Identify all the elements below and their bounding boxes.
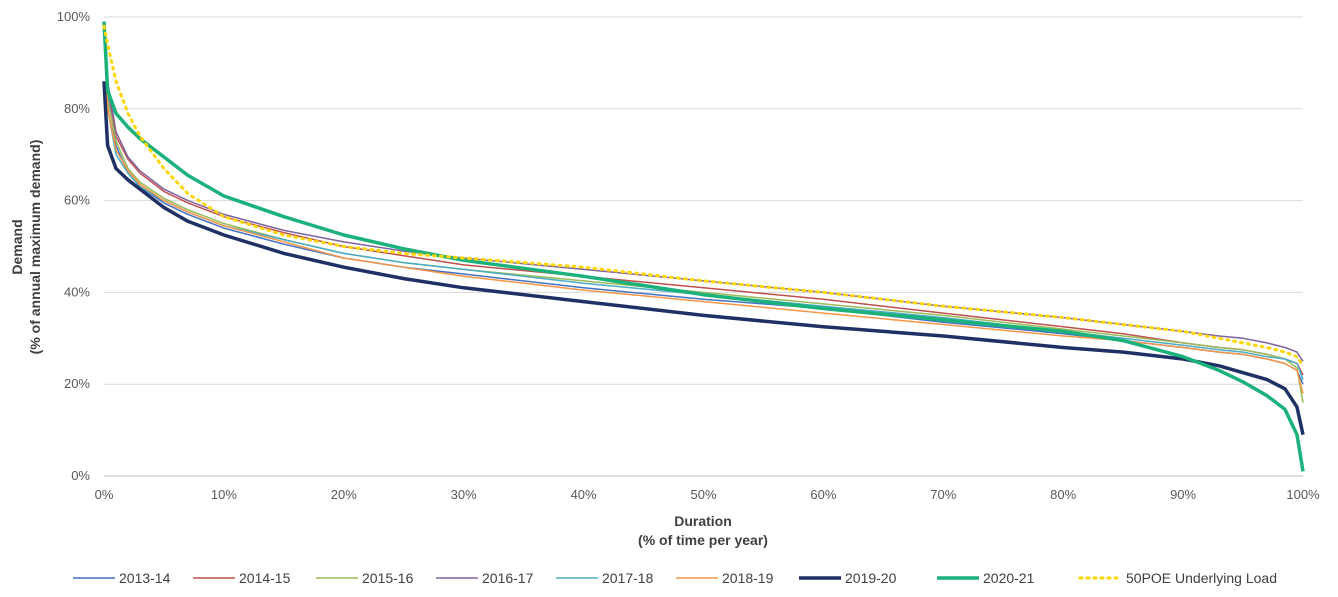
x-tick-label: 10% bbox=[211, 487, 237, 502]
series-line-2017-18 bbox=[103, 30, 1304, 380]
x-tick-label: 100% bbox=[1286, 487, 1320, 502]
series-line-2019-20 bbox=[102, 81, 1305, 436]
legend-label: 2014-15 bbox=[239, 570, 291, 586]
x-tick-label: 30% bbox=[451, 487, 477, 502]
y-tick-label: 60% bbox=[64, 193, 90, 208]
x-axis-title-line2: (% of time per year) bbox=[638, 532, 768, 548]
x-tick-label: 70% bbox=[930, 487, 956, 502]
y-axis-title-line1: Demand bbox=[9, 219, 25, 274]
legend-label: 2020-21 bbox=[983, 570, 1035, 586]
legend-label: 2017-18 bbox=[602, 570, 654, 586]
legend-label: 2018-19 bbox=[722, 570, 774, 586]
y-tick-label: 80% bbox=[64, 101, 90, 116]
y-tick-label: 20% bbox=[64, 376, 90, 391]
legend-label: 2016-17 bbox=[482, 570, 534, 586]
y-axis-title-line2: (% of annual maximum demand) bbox=[27, 140, 43, 355]
y-tick-label: 0% bbox=[71, 468, 90, 483]
y-axis-title: Demand (% of annual maximum demand) bbox=[9, 140, 43, 355]
series-line-2013-14 bbox=[103, 30, 1304, 385]
x-axis-title-line1: Duration bbox=[674, 513, 732, 529]
x-tick-label: 0% bbox=[95, 487, 114, 502]
x-tick-label: 60% bbox=[810, 487, 836, 502]
legend-label: 2019-20 bbox=[845, 570, 897, 586]
x-tick-label: 80% bbox=[1050, 487, 1076, 502]
series-line-2016-17 bbox=[103, 30, 1304, 362]
series-line-2018-19 bbox=[103, 35, 1304, 394]
x-tick-label: 50% bbox=[690, 487, 716, 502]
legend: 2013-14 2014-15 2015-16 2016-17 2017-18 2018-… bbox=[73, 570, 1277, 586]
gridlines bbox=[104, 16, 1303, 477]
series-line-2015-16 bbox=[103, 30, 1304, 403]
y-tick-label: 40% bbox=[64, 284, 90, 299]
x-axis-ticks: 0% 10% 20% 30% 40% 50% 60% 70% 80% 90% 100% bbox=[95, 487, 1320, 502]
series-lines bbox=[102, 21, 1305, 472]
x-tick-label: 20% bbox=[331, 487, 357, 502]
legend-label: 50POE Underlying Load bbox=[1126, 570, 1277, 586]
y-tick-label: 100% bbox=[57, 9, 91, 24]
series-line-2020-21 bbox=[102, 21, 1305, 472]
x-tick-label: 40% bbox=[571, 487, 597, 502]
y-axis-ticks: 0% 20% 40% 60% 80% 100% bbox=[57, 9, 91, 483]
x-tick-label: 90% bbox=[1170, 487, 1196, 502]
series-line-50poe-underlying-load bbox=[102, 24, 1305, 368]
legend-label: 2015-16 bbox=[362, 570, 414, 586]
legend-label: 2013-14 bbox=[119, 570, 171, 586]
